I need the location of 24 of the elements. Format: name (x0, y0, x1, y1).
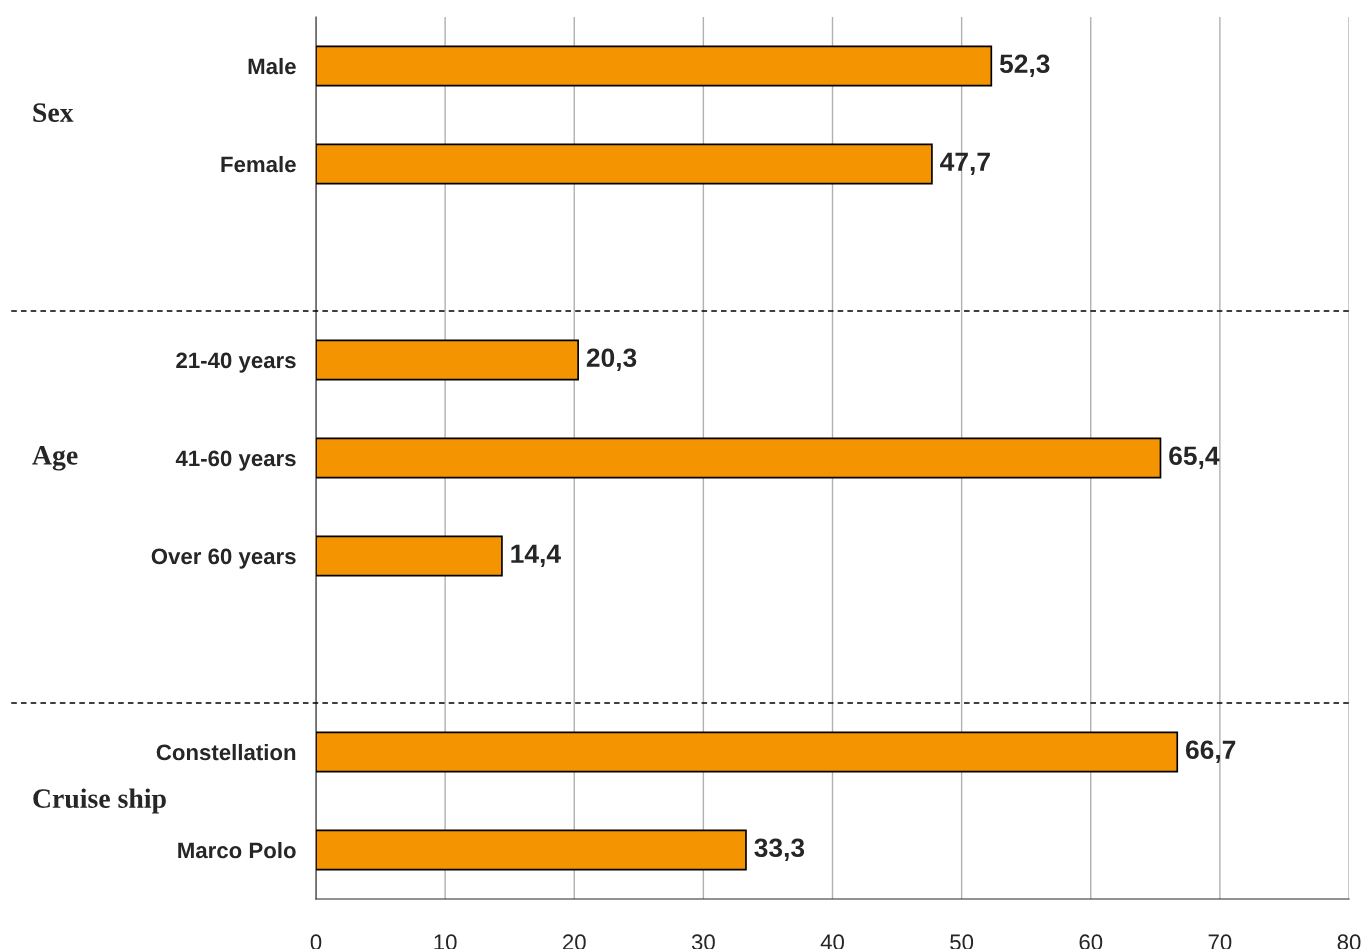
y-tick-label: 21-40 years (176, 352, 296, 373)
data-label: 33,3 (754, 838, 805, 861)
text: Age (32, 446, 78, 471)
bar (316, 437, 1162, 479)
data-label: 14,4 (511, 544, 561, 567)
y-tick-label: Constellation (156, 743, 296, 761)
data-label: 66,7 (1185, 740, 1236, 763)
y-tick-label: Male (248, 57, 296, 75)
y-tick-label: 41-60 years (175, 450, 296, 471)
bar (316, 339, 579, 381)
text: Cruise ship (33, 788, 166, 814)
bar (316, 535, 503, 577)
data-label: 20,3 (586, 348, 637, 371)
bar (316, 143, 933, 185)
y-tick-label: Over 60 years (151, 548, 296, 569)
data-label: 52,3 (999, 54, 1050, 77)
bar (316, 829, 747, 871)
data-label: 47,7 (940, 152, 990, 175)
data-label: 65,4 (1169, 446, 1220, 469)
bar (316, 731, 1179, 773)
bar (316, 45, 993, 87)
y-tick-label: Marco Polo (178, 841, 296, 859)
text: Sex (33, 103, 74, 122)
y-tick-label: Female (221, 155, 296, 173)
